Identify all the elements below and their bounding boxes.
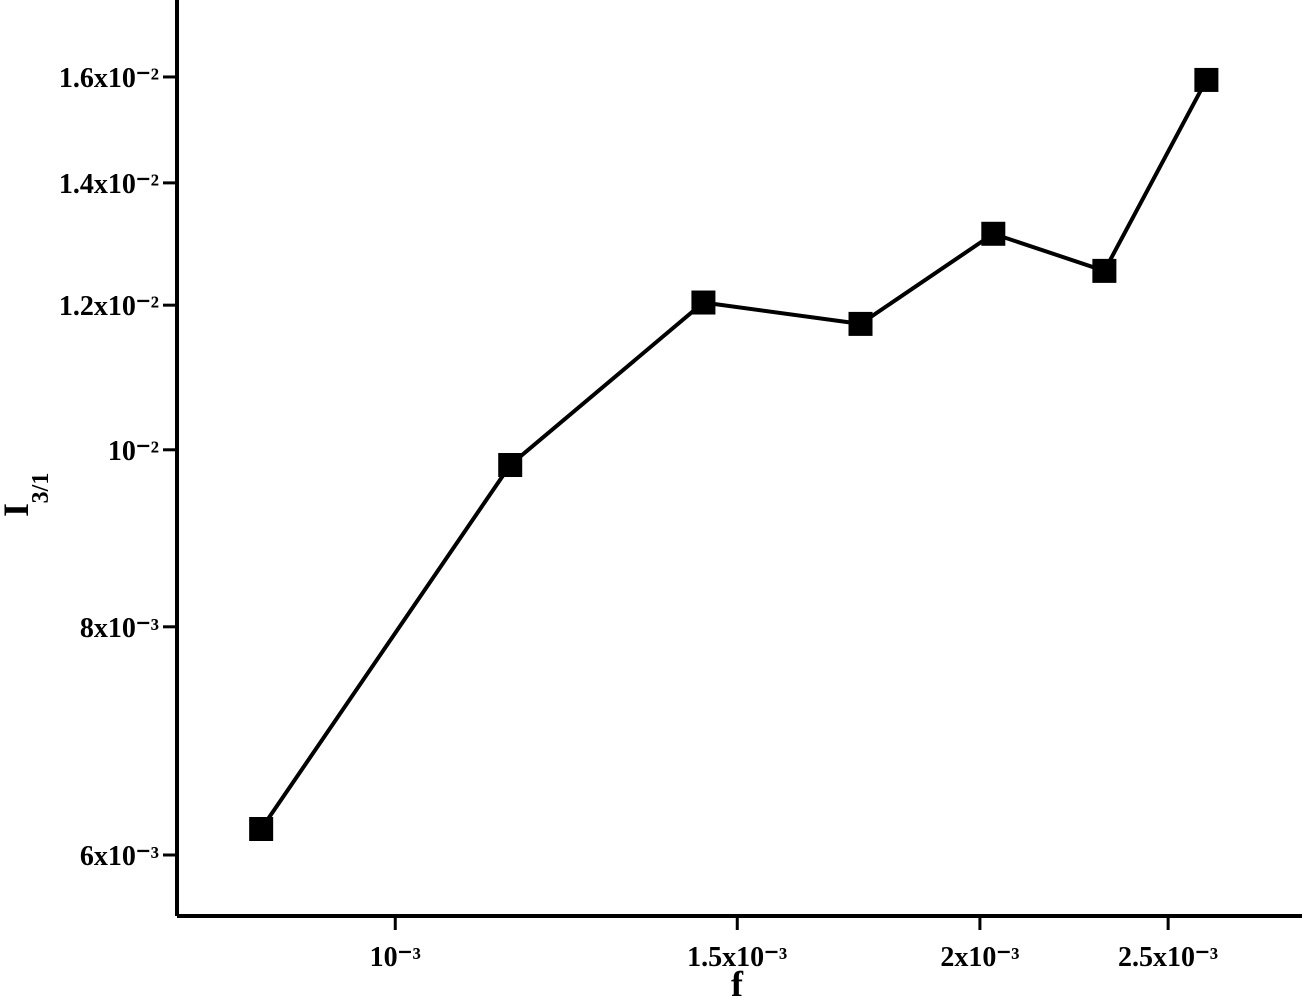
- marker: [981, 221, 1006, 246]
- x-tick-label: 10⁻³: [370, 942, 421, 973]
- marker: [691, 290, 716, 315]
- x-tick-label: 2x10⁻³: [940, 942, 1019, 973]
- y-tick-label: 1.2x10⁻²: [59, 291, 159, 322]
- marker: [1194, 67, 1219, 92]
- marker: [848, 311, 873, 336]
- x-tick-label: 2.5x10⁻³: [1118, 942, 1218, 973]
- x-tick-label: 1.5x10⁻³: [687, 942, 787, 973]
- y-axis-label-main: I: [0, 503, 36, 517]
- y-tick-label: 6x10⁻³: [80, 841, 159, 872]
- marker: [1092, 258, 1117, 283]
- y-tick-label: 1.6x10⁻²: [59, 63, 159, 94]
- marker: [249, 817, 274, 842]
- y-tick-label: 8x10⁻³: [80, 613, 159, 644]
- y-axis-label: I 3/1: [0, 473, 54, 517]
- x-axis-label: f: [731, 964, 744, 1001]
- y-tick-label: 10⁻²: [108, 436, 159, 467]
- y-tick-label: 1.4x10⁻²: [59, 169, 159, 200]
- y-axis-label-subscript: 3/1: [28, 473, 54, 504]
- data-line: [259, 78, 1209, 831]
- marker: [498, 453, 523, 478]
